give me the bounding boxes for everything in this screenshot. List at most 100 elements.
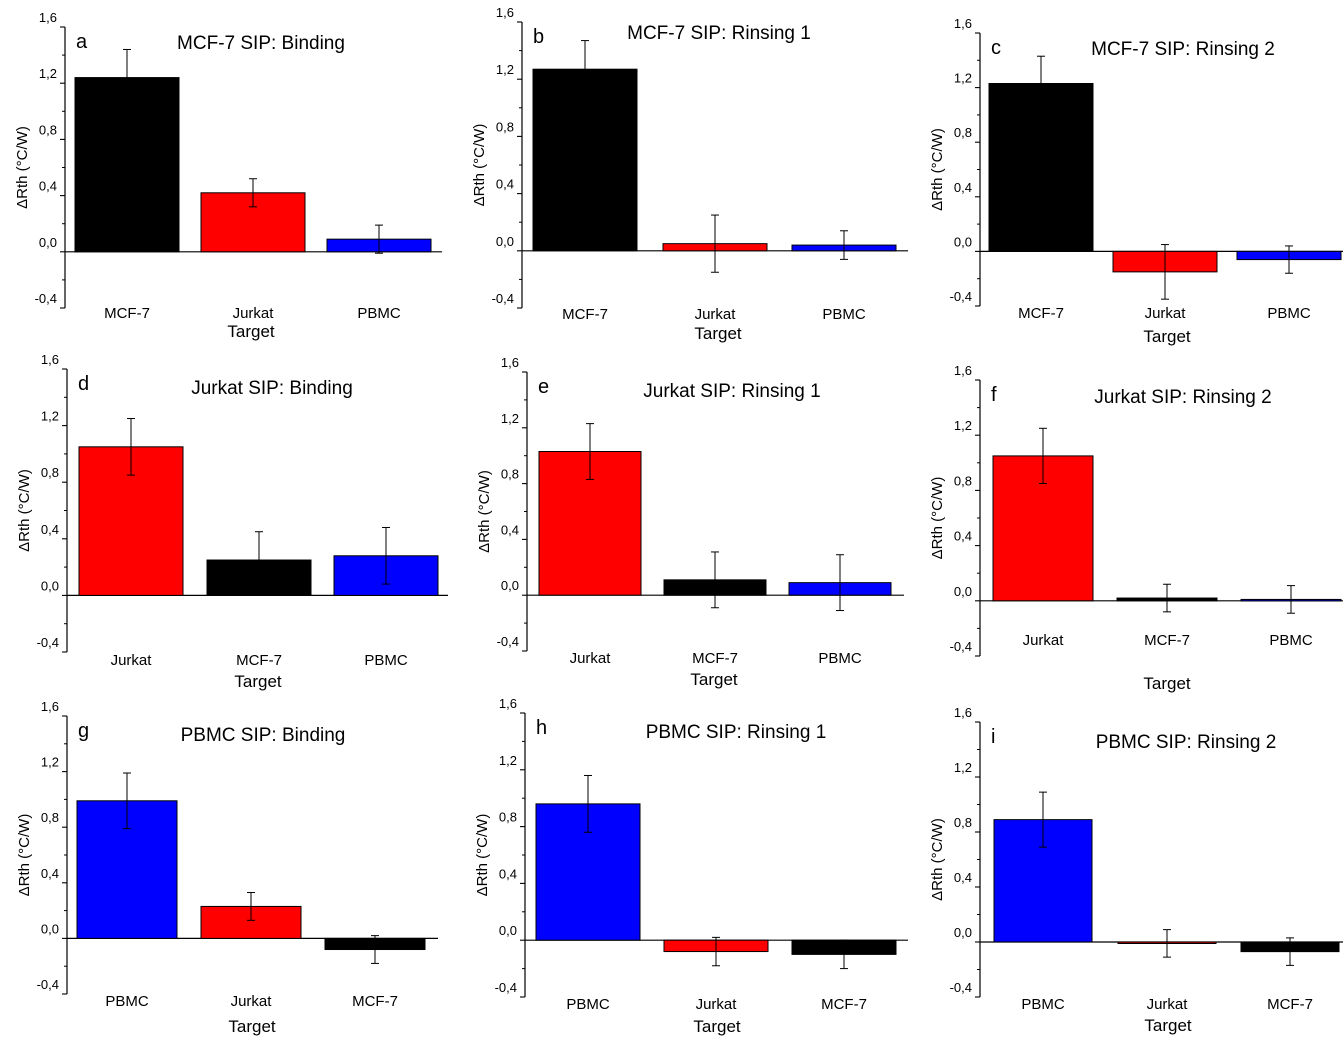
chart-panel-b: -0,4 0,0 0,4 0,8 1,2 1,6 MCF-7 Jurkat PBMC Target… [471,5,908,343]
bar-mcf-7 [74,77,180,253]
y-tick-label: 0,8 [41,810,59,825]
y-tick-label: -0,4 [950,980,972,995]
y-tick-label: -0,4 [492,291,514,306]
y-tick-label: 0,8 [39,122,57,137]
x-axis-title: Target [228,1017,276,1036]
category-label: PBMC [1021,996,1065,1013]
x-axis-title: Target [693,1017,741,1036]
y-tick-label: 1,2 [39,66,57,81]
category-label: MCF-7 [104,305,150,322]
category-label: PBMC [566,996,610,1013]
y-tick-label: 0,4 [41,522,59,537]
y-tick-label: 1,6 [499,696,517,711]
panel-title: MCF-7 SIP: Rinsing 2 [1091,39,1275,60]
y-tick-label: 0,4 [954,529,972,544]
x-axis-title: Target [1144,1016,1192,1035]
category-label: MCF-7 [1018,305,1064,322]
y-tick-label: 1,2 [41,409,59,424]
category-label: MCF-7 [1144,632,1190,649]
category-label: Jurkat [111,652,153,669]
panel-label: g [78,720,89,742]
category-label: MCF-7 [1267,996,1313,1013]
category-label: Jurkat [695,306,737,323]
category-label: MCF-7 [236,652,282,669]
category-label: Jurkat [1023,632,1065,649]
y-axis-title: ΔRth (°C/W) [474,814,491,897]
x-axis-title: Target [694,324,742,343]
category-label: Jurkat [1147,996,1189,1013]
y-axis-title: ΔRth (°C/W) [476,470,493,553]
panel-title: PBMC SIP: Binding [181,725,346,746]
category-label: Jurkat [231,993,273,1010]
category-label: PBMC [1269,632,1313,649]
panel-label: f [991,384,997,406]
chart-panel-c: -0,4 0,0 0,4 0,8 1,2 1,6 MCF-7 Jurkat PBMC Target… [929,16,1343,346]
y-axis-title: ΔRth (°C/W) [471,124,488,207]
y-tick-label: 0,0 [954,234,972,249]
panel-title: PBMC SIP: Rinsing 1 [646,722,827,743]
y-tick-label: 0,4 [41,866,59,881]
chart-panel-d: -0,4 0,0 0,4 0,8 1,2 1,6 Jurkat MCF-7 PBMC Target… [16,352,448,691]
y-tick-label: 0,4 [39,179,57,194]
y-tick-label: 1,2 [954,418,972,433]
y-tick-label: -0,4 [950,289,972,304]
x-axis-title: Target [1143,327,1191,346]
y-tick-label: 0,0 [39,235,57,250]
panel-title: MCF-7 SIP: Rinsing 1 [627,23,811,44]
y-tick-label: 1,2 [496,62,514,77]
y-tick-label: 1,2 [954,760,972,775]
y-tick-label: 0,0 [501,578,519,593]
category-label: Jurkat [696,996,738,1013]
category-label: PBMC [818,650,862,667]
y-tick-label: 0,8 [501,467,519,482]
chart-panel-f: -0,4 0,0 0,4 0,8 1,2 1,6 Jurkat MCF-7 PBMC Target… [929,363,1343,693]
y-tick-label: 1,6 [41,699,59,714]
panel-title: Jurkat SIP: Binding [191,378,353,399]
y-tick-label: 1,2 [954,71,972,86]
y-tick-label: 0,8 [41,465,59,480]
y-tick-label: 1,6 [954,705,972,720]
y-tick-label: -0,4 [35,291,57,306]
y-tick-label: -0,4 [495,980,517,995]
category-label: Jurkat [233,305,275,322]
y-tick-label: 0,4 [954,870,972,885]
category-label: MCF-7 [562,306,608,323]
y-tick-label: 0,0 [496,234,514,249]
y-tick-label: -0,4 [37,635,59,650]
y-tick-label: 1,2 [501,411,519,426]
panel-label: i [991,726,995,748]
category-label: MCF-7 [692,650,738,667]
y-tick-label: 1,6 [39,10,57,25]
panel-title: PBMC SIP: Rinsing 2 [1096,732,1277,753]
y-tick-label: 0,4 [496,177,514,192]
y-tick-label: 0,8 [499,810,517,825]
y-tick-label: 0,4 [499,866,517,881]
y-tick-label: 1,6 [41,352,59,367]
y-tick-label: 1,6 [501,355,519,370]
y-tick-label: 0,8 [496,119,514,134]
category-label: PBMC [105,993,149,1010]
y-axis-title: ΔRth (°C/W) [929,818,946,901]
y-tick-label: 0,0 [954,925,972,940]
y-tick-label: 0,4 [501,522,519,537]
panel-title: MCF-7 SIP: Binding [177,33,345,54]
y-tick-label: 0,8 [954,815,972,830]
y-tick-label: 1,6 [954,363,972,378]
x-axis-title: Target [690,670,738,689]
bar-mcf-7 [988,83,1094,252]
category-label: PBMC [364,652,408,669]
y-axis-title: ΔRth (°C/W) [16,469,33,552]
panel-title: Jurkat SIP: Rinsing 1 [643,381,820,402]
y-tick-label: -0,4 [497,634,519,649]
category-label: MCF-7 [352,993,398,1010]
panel-label: e [538,376,549,398]
category-label: PBMC [357,305,401,322]
panel-label: a [76,31,88,53]
category-label: Jurkat [570,650,612,667]
panel-label: d [78,373,89,395]
y-axis-title: ΔRth (°C/W) [14,126,31,209]
y-tick-label: 0,0 [499,923,517,938]
x-axis-title: Target [227,322,275,341]
